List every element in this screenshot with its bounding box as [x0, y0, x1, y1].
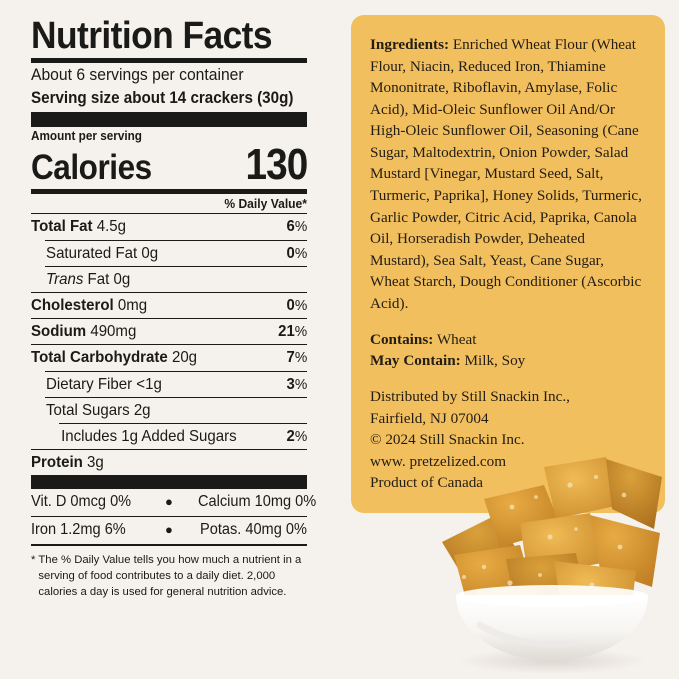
may-contain-label: May Contain:: [370, 351, 461, 369]
nutrient-row: Dietary Fiber <1g 3%: [31, 372, 307, 397]
nutrient-row-divider: [45, 370, 307, 372]
nutrient-label: Sodium 490mg: [31, 323, 137, 341]
nutrient-row: Sodium 490mg 21%: [31, 319, 307, 344]
allergen-block: Contains: Wheat May Contain: Milk, Soy: [370, 329, 645, 372]
footnote-asterisk: *: [31, 553, 36, 566]
vitamin-left-value: Iron 1.2mg 6%: [31, 520, 126, 538]
vitamin-left-value: Vit. D 0mcg 0%: [31, 493, 132, 511]
nutrient-label: Includes 1g Added Sugars: [61, 427, 237, 445]
ingredients-panel: Ingredients: Enriched Wheat Flour (Wheat…: [351, 15, 665, 513]
nutrient-label: Protein 3g: [31, 454, 104, 472]
bowl-rim: [456, 585, 648, 607]
distributor-line-2: Fairfield, NJ 07004: [370, 409, 489, 427]
nutrient-row: Trans Fat 0g: [31, 267, 307, 292]
nutrient-label: Trans Fat 0g: [46, 270, 131, 288]
nutrient-row-divider: [31, 292, 307, 294]
nutrient-label: Total Sugars 2g: [46, 401, 151, 419]
ingredients-block: Ingredients: Enriched Wheat Flour (Wheat…: [370, 34, 645, 315]
nutrient-daily-value: 21%: [278, 323, 307, 341]
ingredients-text: Enriched Wheat Flour (Wheat Flour, Niaci…: [370, 36, 642, 312]
nutrient-label: Total Carbohydrate 20g: [31, 349, 198, 367]
contains-line: Contains: Wheat: [370, 329, 645, 350]
cracker-piece: [606, 459, 662, 529]
nutrient-row-divider: [31, 344, 307, 346]
vitamin-right-value: Calcium 10mg 0%: [198, 493, 317, 511]
cracker-piece: [544, 457, 620, 519]
nutrient-row: Saturated Fat 0g 0%: [31, 241, 307, 266]
nutrition-facts-panel: Nutrition Facts About 6 servings per con…: [31, 15, 317, 601]
calories-label: Calories: [31, 148, 152, 188]
nutrient-label: Cholesterol 0mg: [31, 297, 148, 315]
nutrient-row-divider: [31, 213, 307, 215]
nutrient-label: Saturated Fat 0g: [46, 244, 159, 262]
nutrient-rows: Total Fat 4.5g 6% Saturated Fat 0g 0% Trans …: [31, 213, 307, 475]
daily-value-footnote: * The % Daily Value tells you how much a…: [31, 546, 307, 601]
bullet-separator-icon: ●: [165, 494, 173, 510]
nutrient-daily-value: 0%: [286, 244, 307, 262]
bullet-separator-icon: ●: [165, 521, 173, 537]
nutrient-row-divider: [31, 318, 307, 320]
may-contain-line: May Contain: Milk, Soy: [370, 350, 645, 371]
nutrient-row: Total Carbohydrate 20g 7%: [31, 345, 307, 370]
nutrient-row-divider: [31, 449, 307, 451]
copyright-line: © 2024 Still Snackin Inc.: [370, 431, 525, 449]
calories-row: Calories 130: [31, 140, 308, 190]
distributor-line-1: Distributed by Still Snackin Inc.,: [370, 388, 570, 406]
calories-value: 130: [245, 140, 308, 190]
nutrient-row: Includes 1g Added Sugars 2%: [31, 424, 307, 449]
vitamin-row-divider: [31, 515, 307, 517]
nutrient-row-divider: [59, 422, 307, 424]
may-contain-text: Milk, Soy: [460, 351, 526, 369]
nutrient-daily-value: 0%: [286, 297, 307, 315]
nutrient-daily-value: 2%: [286, 427, 307, 445]
nutrient-row: Cholesterol 0mg 0%: [31, 293, 307, 318]
vitamin-row: Iron 1.2mg 6% ● Potas. 40mg 0%: [31, 517, 307, 544]
nutrient-daily-value: 7%: [286, 349, 307, 367]
heavy-divider-bottom: [31, 475, 307, 490]
contains-label: Contains:: [370, 330, 434, 348]
nutrient-row: Total Fat 4.5g 6%: [31, 214, 307, 239]
nutrient-label: Dietary Fiber <1g: [46, 375, 162, 393]
title-divider: [31, 58, 307, 64]
nutrient-row-divider: [45, 265, 307, 267]
vitamin-row: Vit. D 0mcg 0% ● Calcium 10mg 0%: [31, 489, 317, 516]
bowl-of-crackers-photo: [424, 437, 674, 679]
vitamin-right-value: Potas. 40mg 0%: [200, 520, 307, 538]
nutrient-row-divider: [45, 239, 307, 241]
calories-divider: [31, 189, 307, 195]
nutrition-facts-title: Nutrition Facts: [31, 15, 273, 57]
nutrient-row-divider: [45, 396, 307, 398]
nutrient-label: Total Fat 4.5g: [31, 218, 127, 236]
nutrient-daily-value: 3%: [286, 375, 307, 393]
distributor-block: Distributed by Still Snackin Inc., Fairf…: [370, 386, 645, 494]
servings-per-container: About 6 servings per container: [31, 66, 244, 85]
ingredients-label: Ingredients:: [370, 36, 450, 53]
origin-line: Product of Canada: [370, 474, 484, 492]
bowl: [456, 595, 648, 661]
contains-text: Wheat: [433, 330, 477, 348]
footnote-divider: [31, 543, 307, 546]
website-line: www. pretzelized.com: [370, 452, 507, 470]
bowl-highlight: [476, 621, 578, 648]
serving-size: Serving size about 14 crackers (30g): [31, 88, 294, 107]
heavy-divider-top: [31, 112, 307, 128]
footnote-text: The % Daily Value tells you how much a n…: [38, 553, 302, 599]
nutrient-row: Total Sugars 2g: [31, 398, 307, 423]
vitamin-rows: Vit. D 0mcg 0% ● Calcium 10mg 0% Iron 1.2mg…: [31, 489, 317, 544]
daily-value-header: % Daily Value*: [224, 196, 307, 212]
nutrient-daily-value: 6%: [286, 218, 307, 236]
nutrient-row: Protein 3g: [31, 450, 307, 475]
amount-per-serving-label: Amount per serving: [31, 129, 142, 144]
